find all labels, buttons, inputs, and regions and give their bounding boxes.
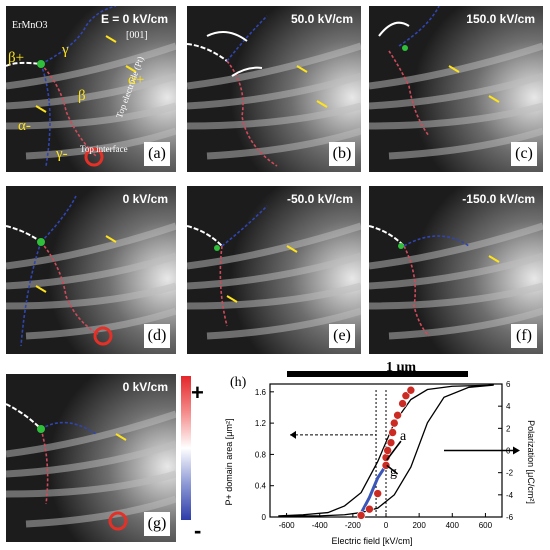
- plot-ticks: -600 -400 -200 0 200 400 600 0 0.4 0.8 1.2 1.6 -6 -4 -…: [255, 380, 514, 530]
- panel-a-image: [6, 6, 176, 172]
- annotation-a: a: [400, 429, 407, 444]
- scale-bar: [287, 371, 468, 377]
- y-left-tick-label: 0.4: [255, 482, 267, 491]
- x-tick-label: -400: [312, 521, 329, 530]
- panel-d: 0 kV/cm (d): [6, 186, 176, 354]
- x-tick-label: -200: [345, 521, 362, 530]
- x-tick-label: 600: [479, 521, 493, 530]
- domain-area-point: [373, 489, 383, 498]
- panel-label: (d): [144, 324, 170, 348]
- x-axis-label: Electric field [kV/cm]: [331, 536, 412, 546]
- field-label: -150.0 kV/cm: [462, 192, 535, 206]
- domain-area-point: [388, 428, 397, 437]
- greek-gamma: γ: [62, 42, 69, 58]
- annotation-g: g: [390, 465, 397, 480]
- plot-series: [278, 384, 520, 520]
- x-tick-label: 200: [412, 521, 426, 530]
- colorbar-plus-label: +: [191, 380, 204, 405]
- panel-a: ErMnO3 [001] Top electrode (Pt) Top inte…: [6, 6, 176, 172]
- panel-label: (e): [329, 324, 355, 348]
- panel-e-image: [187, 186, 361, 354]
- panel-label: (f): [511, 324, 537, 348]
- panel-label: (g): [144, 512, 170, 536]
- field-label: -50.0 kV/cm: [286, 192, 353, 206]
- panel-e: -50.0 kV/cm (e): [187, 186, 361, 354]
- y-right-tick-label: -2: [506, 469, 514, 478]
- greek-beta-plus: β+: [8, 50, 25, 66]
- y-left-tick-label: 1.2: [255, 419, 267, 428]
- panel-label: (c): [511, 142, 537, 166]
- domain-area-point: [386, 438, 396, 447]
- panel-g: 0 kV/cm (g): [6, 374, 176, 542]
- x-tick-label: -600: [279, 521, 296, 530]
- greek-beta: β: [78, 88, 86, 104]
- y-right-tick-label: 4: [506, 402, 511, 411]
- x-tick-label: 0: [384, 521, 389, 530]
- field-label: E = 0 kV/cm: [100, 12, 168, 26]
- y-right-tick-label: -6: [506, 513, 514, 522]
- panel-b: 50.0 kV/cm (b): [187, 6, 361, 172]
- domain-area-point: [383, 446, 392, 455]
- y-left-tick-label: 1.6: [255, 388, 267, 397]
- domain-area-point: [401, 391, 411, 401]
- greek-gamma-minus: γ-: [56, 146, 68, 162]
- field-label: 0 kV/cm: [122, 192, 168, 206]
- polarization-colorbar: [181, 376, 191, 520]
- y-right-tick-label: -4: [506, 491, 514, 500]
- y-left-tick-label: 0.8: [255, 450, 267, 459]
- domain-area-point: [398, 399, 407, 408]
- domain-area-point: [393, 410, 402, 420]
- greek-alpha-minus: α-: [18, 118, 31, 134]
- direction-label: [001]: [126, 30, 148, 41]
- domain-area-down-line: [359, 464, 388, 514]
- y-right-tick-label: 2: [506, 424, 511, 433]
- arrow-right-head: [513, 446, 520, 455]
- domain-area-point: [406, 385, 416, 395]
- hysteresis-plot: -600 -400 -200 0 200 400 600 0 0.4 0.8 1.2 1.6 -6 -4 -…: [224, 375, 536, 546]
- panel-f: -150.0 kV/cm (f): [369, 186, 543, 354]
- panel-h-label: (h): [230, 375, 247, 390]
- arrow-left-head: [290, 430, 296, 439]
- y-left-axis-label: P+ domain area [μm²]: [224, 419, 234, 506]
- field-label: 50.0 kV/cm: [290, 12, 353, 26]
- y-right-tick-label: 6: [506, 380, 511, 389]
- greek-alpha-plus: α+: [128, 72, 145, 88]
- y-left-tick-label: 0: [262, 513, 267, 522]
- domain-area-point: [381, 461, 391, 470]
- interface-label: Top interface: [80, 144, 128, 154]
- field-label: 0 kV/cm: [122, 380, 168, 394]
- annotation-g-arrow: [386, 464, 399, 475]
- annotation-a-arrow: [386, 440, 402, 461]
- panel-label: (a): [144, 142, 170, 166]
- y-right-tick-label: 0: [506, 447, 511, 456]
- material-label: ErMnO3: [12, 20, 48, 31]
- panel-label: (b): [329, 142, 355, 166]
- y-right-axis-label: Polarization [μC/cm²]: [526, 420, 536, 504]
- colorbar-minus-label: -: [194, 518, 202, 543]
- panel-c: 150.0 kV/cm (c): [369, 6, 543, 172]
- domain-area-point: [365, 504, 374, 514]
- x-tick-label: 400: [446, 521, 460, 530]
- field-label: 150.0 kV/cm: [466, 12, 535, 26]
- domain-area-point: [389, 418, 399, 428]
- domain-area-point: [356, 511, 366, 520]
